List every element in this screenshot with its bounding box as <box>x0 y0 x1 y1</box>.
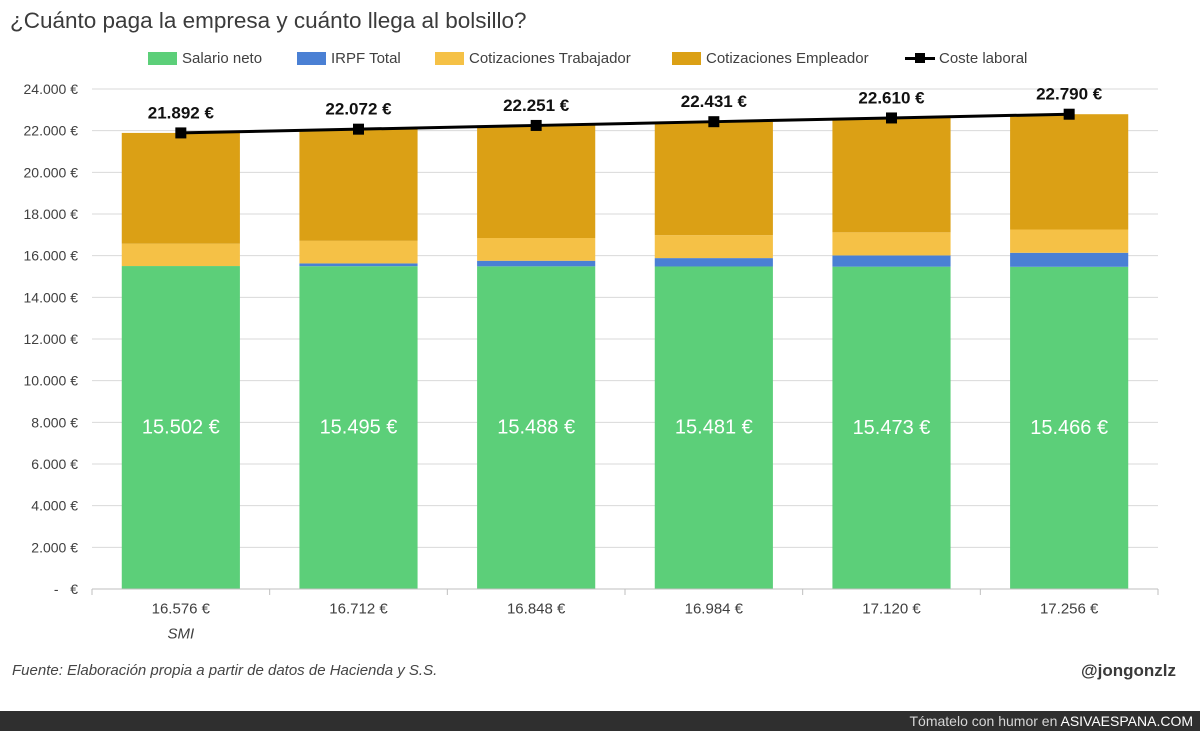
bar-salario-neto-1 <box>121 266 240 589</box>
y-tick-label: 14.000 € <box>24 289 79 305</box>
y-tick-label: 16.000 € <box>24 248 79 264</box>
watermark-banner: Tómatelo con humor en ASIVAESPANA.COM <box>0 711 1200 731</box>
chart-plot: - € 2.000 € 4.000 € 6.000 € 8.000 € 10.000 € 1… <box>24 81 1159 643</box>
legend-item-salario-neto: Salario neto <box>148 49 262 67</box>
salario-neto-data-label-5: 15.473 € <box>853 417 931 439</box>
bar-salario-neto-4 <box>654 266 773 589</box>
bar-cotizaciones-empleador-5 <box>832 117 951 233</box>
legend-square-marker <box>915 53 925 63</box>
y-tick-label: 18.000 € <box>24 206 79 222</box>
legend-label-irpf-total: IRPF Total <box>331 49 401 67</box>
legend-item-cotizaciones-empleador: Cotizaciones Empleador <box>672 49 869 67</box>
bar-cotizaciones-trabajador-5 <box>832 232 951 256</box>
bar-salario-neto-2 <box>299 266 418 589</box>
coste-laboral-series: 21.892 € 22.072 € 22.251 € 22.431 € 22.610 €… <box>148 85 1103 139</box>
coste-laboral-data-label-2: 22.072 € <box>325 100 392 119</box>
x-tick-label: 16.848 € <box>507 601 566 618</box>
coste-laboral-data-label-5: 22.610 € <box>858 88 925 107</box>
banner-tagline: Tómatelo con humor en <box>909 713 1058 729</box>
coste-laboral-data-label-3: 22.251 € <box>503 96 570 115</box>
legend-label-salario-neto: Salario neto <box>182 49 263 67</box>
bars <box>121 114 1129 589</box>
coste-laboral-line <box>180 112 1070 135</box>
x-axis-labels: 16.576 € 16.712 € 16.848 € 16.984 € 17.120 €… <box>152 601 1099 643</box>
legend-label-cotizaciones-empleador: Cotizaciones Empleador <box>706 49 869 67</box>
x-tick-label: 17.256 € <box>1040 601 1099 618</box>
bar-irpf-total-3 <box>477 260 596 267</box>
legend-label-coste-laboral: Coste laboral <box>939 49 1028 67</box>
salario-neto-data-label-6: 15.466 € <box>1030 417 1108 439</box>
y-tick-label: 4.000 € <box>31 498 78 514</box>
legend: Salario neto IRPF Total Cotizaciones Tra… <box>0 0 1200 80</box>
coste-laboral-marker-3 <box>530 119 542 131</box>
bar-salario-neto-6 <box>1010 266 1129 589</box>
y-tick-label: 12.000 € <box>24 331 79 347</box>
y-tick-label: 22.000 € <box>24 123 79 139</box>
gridlines <box>92 88 1158 548</box>
author-handle: @jongonzlz <box>1081 661 1176 680</box>
salario-neto-labels: 15.502 € 15.495 € 15.488 € 15.481 € 15.473 €… <box>142 417 1108 439</box>
legend-item-coste-laboral: Coste laboral <box>905 49 1027 67</box>
legend-swatch-irpf-total <box>297 51 326 65</box>
chart-title: ¿Cuánto paga la empresa y cuánto llega a… <box>10 8 527 33</box>
bar-cotizaciones-trabajador-4 <box>654 235 773 259</box>
coste-laboral-marker-2 <box>353 123 364 135</box>
legend-swatch-cotizaciones-empleador <box>672 51 701 65</box>
salario-neto-data-label-4: 15.481 € <box>675 417 753 439</box>
coste-laboral-data-label-6: 22.790 € <box>1036 85 1103 104</box>
salario-neto-data-label-1: 15.502 € <box>142 417 220 439</box>
smi-note: SMI <box>167 626 194 643</box>
bar-salario-neto-5 <box>832 266 951 589</box>
bar-cotizaciones-trabajador-2 <box>299 240 418 264</box>
bar-irpf-total-5 <box>832 255 951 267</box>
salario-neto-data-label-2: 15.495 € <box>320 417 398 439</box>
coste-laboral-marker-5 <box>886 112 897 124</box>
coste-laboral-marker-4 <box>708 116 720 128</box>
x-axis <box>91 588 1159 595</box>
y-axis-labels: - € 2.000 € 4.000 € 6.000 € 8.000 € 10.000 € 1… <box>24 81 79 597</box>
salario-neto-data-label-3: 15.488 € <box>497 417 575 439</box>
bar-cotizaciones-trabajador-3 <box>477 238 596 261</box>
y-tick-label: 6.000 € <box>31 456 78 472</box>
coste-laboral-marker-1 <box>175 127 187 139</box>
coste-laboral-data-label-4: 22.431 € <box>681 92 748 111</box>
coste-laboral-marker-6 <box>1063 108 1075 120</box>
legend-label-cotizaciones-trabajador: Cotizaciones Trabajador <box>469 49 631 67</box>
bar-cotizaciones-empleador-1 <box>121 132 240 244</box>
source-note: Fuente: Elaboración propia a partir de d… <box>12 662 438 679</box>
bar-irpf-total-2 <box>299 263 418 267</box>
banner-site-name: ASIVAESPANA.COM <box>1060 713 1193 729</box>
legend-item-irpf-total: IRPF Total <box>297 49 401 67</box>
x-tick-label: 17.120 € <box>862 601 921 618</box>
legend-swatch-salario-neto <box>148 51 177 65</box>
legend-swatch-coste-laboral <box>905 49 935 67</box>
y-tick-label: 24.000 € <box>24 81 79 97</box>
y-tick-label: - € <box>54 581 78 597</box>
bar-cotizaciones-empleador-4 <box>654 121 773 236</box>
legend-swatch-cotizaciones-trabajador <box>435 51 464 65</box>
bar-cotizaciones-empleador-3 <box>477 125 596 238</box>
bar-cotizaciones-empleador-2 <box>299 129 418 241</box>
y-tick-label: 2.000 € <box>31 539 78 555</box>
coste-laboral-data-label-1: 21.892 € <box>148 103 215 122</box>
y-tick-label: 10.000 € <box>24 373 79 389</box>
bar-irpf-total-6 <box>1010 252 1129 267</box>
x-tick-label: 16.984 € <box>685 601 744 618</box>
y-tick-label: 8.000 € <box>31 414 78 430</box>
x-tick-label: 16.712 € <box>329 601 388 618</box>
legend-item-cotizaciones-trabajador: Cotizaciones Trabajador <box>435 49 631 67</box>
bar-irpf-total-4 <box>654 258 773 267</box>
bar-cotizaciones-trabajador-6 <box>1010 229 1129 253</box>
bar-cotizaciones-trabajador-1 <box>121 243 240 267</box>
bar-cotizaciones-empleador-6 <box>1010 114 1129 230</box>
y-tick-label: 20.000 € <box>24 164 79 180</box>
x-tick-label: 16.576 € <box>152 601 211 618</box>
bar-salario-neto-3 <box>477 266 596 589</box>
